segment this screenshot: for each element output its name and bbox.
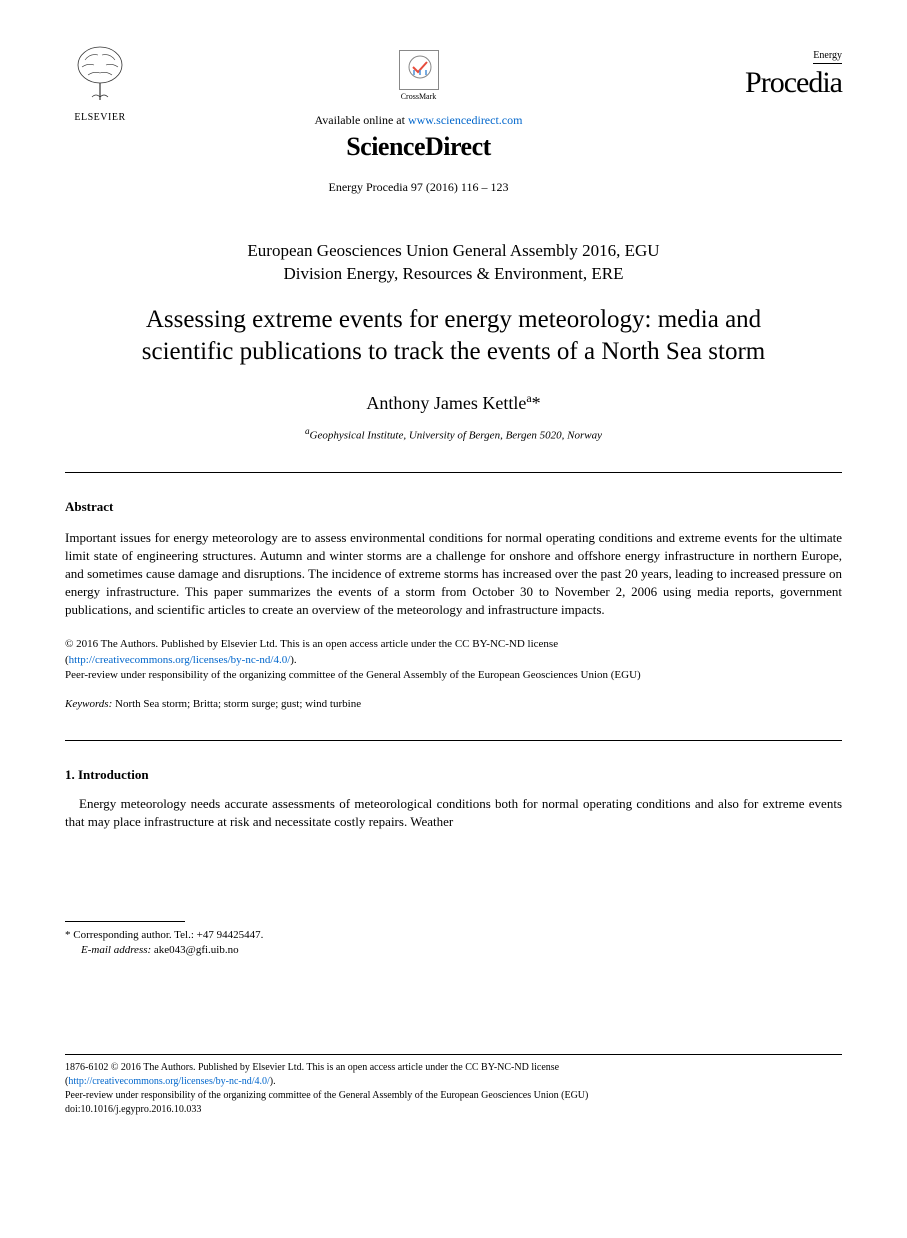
author-corresponding-mark: * <box>532 393 541 413</box>
available-prefix: Available online at <box>315 113 408 127</box>
crossmark-label: CrossMark <box>399 92 439 101</box>
procedia-logo: Energy Procedia <box>702 45 842 100</box>
footnote-separator <box>65 921 185 922</box>
footer-line1: 1876-6102 © 2016 The Authors. Published … <box>65 1062 559 1073</box>
available-online-text: Available online at www.sciencedirect.co… <box>135 113 702 128</box>
journal-citation: Energy Procedia 97 (2016) 116 – 123 <box>135 180 702 195</box>
elsevier-logo: ELSEVIER <box>65 45 135 123</box>
article-title: Assessing extreme events for energy mete… <box>65 304 842 369</box>
sciencedirect-link[interactable]: www.sciencedirect.com <box>408 113 523 127</box>
footer-block: 1876-6102 © 2016 The Authors. Published … <box>65 1061 842 1117</box>
author-block: Anthony James Kettlea* <box>65 391 842 414</box>
elsevier-label: ELSEVIER <box>65 112 135 123</box>
conference-info: European Geosciences Union General Assem… <box>65 240 842 286</box>
author-name: Anthony James Kettle <box>366 393 526 413</box>
footer-doi: doi:10.1016/j.egypro.2016.10.033 <box>65 1104 201 1115</box>
title-line2: scientific publications to track the eve… <box>65 336 842 369</box>
footer-separator <box>65 1054 842 1055</box>
license-link[interactable]: http://creativecommons.org/licenses/by-n… <box>69 654 291 666</box>
procedia-text: Procedia <box>702 66 842 100</box>
copyright-line1: © 2016 The Authors. Published by Elsevie… <box>65 638 558 650</box>
section-1-text: Energy meteorology needs accurate assess… <box>65 795 842 831</box>
center-header: CrossMark Available online at www.scienc… <box>135 45 702 195</box>
conference-line2: Division Energy, Resources & Environment… <box>65 263 842 286</box>
footnote-block: * Corresponding author. Tel.: +47 944254… <box>65 928 842 959</box>
email-address: ake043@gfi.uib.no <box>151 944 238 956</box>
email-label: E-mail address: <box>81 944 151 956</box>
title-line1: Assessing extreme events for energy mete… <box>65 304 842 337</box>
crossmark-badge[interactable]: CrossMark <box>399 50 439 101</box>
affiliation-text: Geophysical Institute, University of Ber… <box>310 430 602 442</box>
divider-top <box>65 472 842 473</box>
crossmark-icon <box>399 50 439 90</box>
abstract-text: Important issues for energy meteorology … <box>65 529 842 620</box>
keywords-text: North Sea storm; Britta; storm surge; gu… <box>112 698 361 710</box>
peer-review-text: Peer-review under responsibility of the … <box>65 669 641 681</box>
footer-license-link[interactable]: http://creativecommons.org/licenses/by-n… <box>68 1076 269 1087</box>
sciencedirect-logo: ScienceDirect <box>135 132 702 162</box>
copyright-block: © 2016 The Authors. Published by Elsevie… <box>65 637 842 683</box>
procedia-energy-label: Energy <box>813 50 842 64</box>
section-1-heading: 1. Introduction <box>65 767 842 783</box>
divider-bottom <box>65 740 842 741</box>
corresponding-author: * Corresponding author. Tel.: +47 944254… <box>65 928 842 943</box>
elsevier-tree-icon <box>70 45 130 105</box>
conference-line1: European Geosciences Union General Assem… <box>65 240 842 263</box>
footer-peer-review: Peer-review under responsibility of the … <box>65 1090 588 1101</box>
header-row: ELSEVIER CrossMark Available online at w… <box>65 45 842 195</box>
affiliation: aGeophysical Institute, University of Be… <box>65 426 842 442</box>
keywords-block: Keywords: North Sea storm; Britta; storm… <box>65 698 842 710</box>
abstract-heading: Abstract <box>65 499 842 515</box>
keywords-label: Keywords: <box>65 698 112 710</box>
